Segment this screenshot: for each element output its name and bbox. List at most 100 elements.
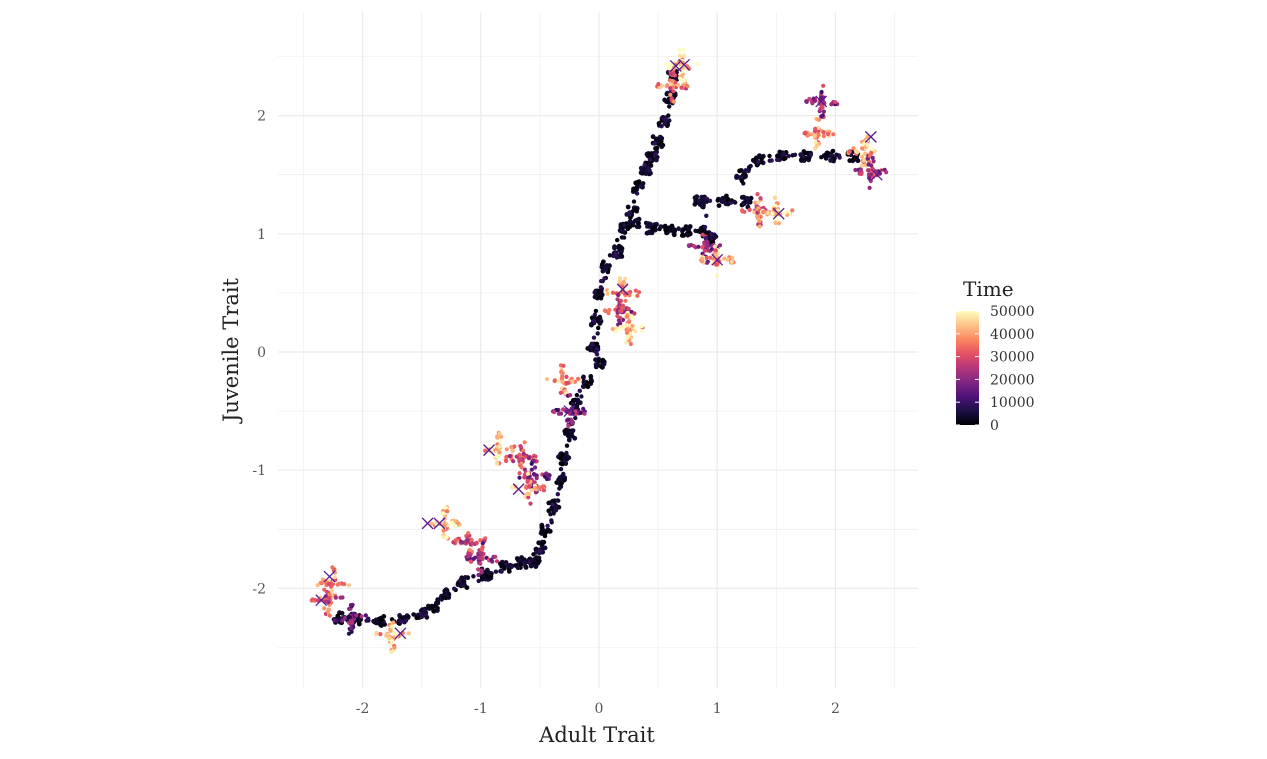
cluster-point — [348, 618, 353, 624]
cluster-point — [510, 485, 515, 490]
trajectory-point — [746, 200, 751, 205]
trajectory-point — [746, 165, 752, 170]
cluster-point — [544, 476, 550, 482]
cluster-point — [443, 505, 448, 510]
trajectory-point — [643, 171, 649, 176]
trajectory-point — [755, 159, 760, 164]
x-tick-label: -2 — [356, 701, 370, 717]
cluster-point — [521, 448, 526, 453]
trajectory-points — [331, 66, 861, 628]
trajectory-point — [745, 196, 750, 201]
trajectory-point — [464, 585, 470, 590]
cluster-point — [704, 260, 710, 265]
cluster-point — [678, 76, 683, 81]
cluster-point — [349, 629, 354, 635]
trajectory-point — [531, 552, 536, 557]
trajectory-point — [646, 166, 651, 171]
cluster-point — [630, 323, 635, 328]
trajectory-point — [590, 342, 595, 347]
trajectory-point — [537, 548, 543, 554]
cluster-point — [681, 53, 686, 58]
trajectory-point — [667, 104, 672, 109]
cluster-point — [713, 248, 719, 253]
trajectory-point — [704, 199, 709, 204]
cluster-point — [807, 96, 812, 102]
trajectory-point — [653, 224, 658, 229]
cluster-point — [533, 465, 538, 470]
trajectory-point — [443, 592, 448, 597]
endpoint-stroke — [433, 517, 446, 530]
trajectory-point — [792, 152, 798, 157]
cluster-point — [670, 79, 675, 84]
cluster-point — [467, 547, 472, 553]
trajectory-point — [693, 228, 698, 233]
cluster-point — [322, 587, 327, 592]
cluster-point — [517, 471, 522, 476]
cluster-point — [581, 406, 586, 411]
cluster-point — [853, 167, 858, 173]
cluster-point — [671, 99, 677, 104]
cluster-point — [703, 235, 709, 240]
cluster-point — [326, 607, 331, 612]
endpoint-stroke — [563, 405, 576, 418]
trajectory-point — [662, 97, 668, 103]
trajectory-point — [828, 158, 833, 163]
x-tick-label: 2 — [831, 701, 840, 717]
cluster-point — [669, 96, 674, 101]
cluster-point — [717, 243, 723, 248]
cluster-point — [870, 155, 875, 160]
cluster-point — [615, 314, 620, 319]
cluster-point — [346, 583, 351, 588]
cluster-point — [695, 61, 701, 66]
trajectory-point — [575, 397, 581, 402]
trajectory-point — [539, 541, 545, 547]
cluster-point — [340, 618, 345, 623]
cluster-point — [476, 567, 481, 572]
cluster-point — [851, 146, 856, 151]
trajectory-point — [828, 153, 834, 158]
y-tick-label: -2 — [252, 581, 266, 597]
y-axis-title: Juvenile Trait — [219, 277, 243, 424]
cluster-point — [668, 92, 673, 97]
trajectory-point — [542, 533, 548, 539]
trajectory-point — [545, 523, 550, 528]
cluster-point — [544, 376, 550, 382]
cluster-point — [468, 559, 473, 564]
trajectory-point — [595, 317, 601, 322]
cluster-point — [507, 454, 512, 459]
trajectory-point — [756, 154, 762, 159]
trajectory-point — [819, 155, 824, 160]
trajectory-point — [774, 157, 780, 162]
endpoint-stroke — [323, 570, 336, 583]
trajectory-point — [666, 113, 671, 118]
trajectory-point — [536, 555, 542, 561]
trajectory-point — [411, 612, 417, 617]
endpoint-stroke — [864, 130, 877, 143]
trajectory-point — [824, 150, 829, 156]
trajectory-point — [471, 574, 476, 579]
trajectory-point — [566, 455, 572, 461]
trajectory-point — [741, 200, 746, 206]
cluster-point — [334, 618, 339, 623]
trajectory-point — [702, 224, 708, 230]
trajectory-point — [786, 153, 791, 159]
cluster-point — [517, 452, 522, 457]
cluster-point — [624, 327, 629, 332]
trajectory-point — [634, 217, 640, 223]
cluster-point — [804, 99, 809, 104]
trajectory-point — [654, 146, 660, 151]
trajectory-point — [499, 569, 504, 574]
trajectory-point — [596, 358, 602, 363]
trajectory-point — [737, 168, 742, 174]
cluster-point — [819, 114, 824, 119]
trajectory-point — [638, 184, 643, 189]
trajectory-point — [403, 618, 409, 623]
cluster-point — [363, 613, 368, 618]
trajectory-point — [701, 201, 706, 206]
cluster-point — [525, 478, 530, 483]
trajectory-point — [720, 199, 725, 205]
trajectory-point — [523, 565, 529, 570]
cluster-point — [532, 472, 537, 477]
cluster-point — [406, 631, 411, 636]
